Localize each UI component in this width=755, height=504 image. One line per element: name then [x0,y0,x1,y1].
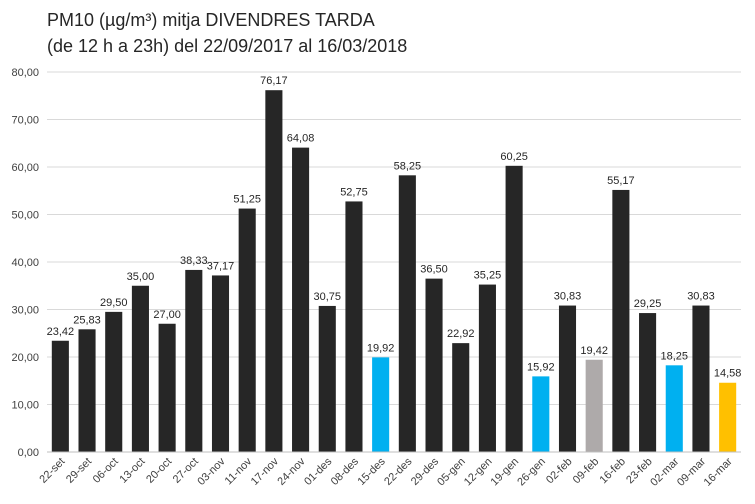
x-tick-label: 19-gen [489,456,522,489]
bar [78,329,96,452]
x-tick-label: 29-des [409,455,442,488]
data-label: 25,83 [73,314,101,326]
y-tick-label: 40,00 [11,257,39,269]
x-tick-label: 08-des [329,455,362,488]
x-tick-label: 22-des [382,455,415,488]
bar [105,311,123,452]
bar [692,305,710,452]
data-label: 29,25 [634,298,662,310]
data-label: 29,50 [100,297,128,309]
data-label: 30,75 [314,291,342,303]
x-tick-label: 09-mar [675,455,708,488]
x-tick-label: 16-mar [702,455,735,488]
y-tick-label: 20,00 [11,352,39,364]
y-tick-label: 30,00 [11,305,39,317]
y-tick-label: 80,00 [11,67,39,79]
bar [425,278,443,452]
bar [505,165,523,452]
bar [639,313,657,452]
y-tick-label: 70,00 [11,115,39,127]
chart-title-line-2: (de 12 h a 23h) del 22/09/2017 al 16/03/… [47,36,408,56]
x-tick-label: 17-nov [249,455,282,488]
data-label: 76,17 [260,75,288,87]
data-label: 37,17 [207,260,235,272]
y-tick-label: 60,00 [11,162,39,174]
data-label: 35,00 [127,271,155,283]
x-tick-label: 02-feb [544,456,575,487]
bar [185,269,203,452]
x-tick-label: 20-oct [144,456,174,486]
data-label: 23,42 [47,326,75,338]
x-tick-label: 26-gen [515,456,548,489]
data-label: 18,25 [661,350,689,362]
data-label: 30,83 [554,291,582,303]
x-tick-label: 02-mar [648,455,681,488]
bar [318,305,336,452]
data-label: 35,25 [474,270,502,282]
y-tick-label: 50,00 [11,210,39,222]
data-label: 60,25 [500,151,528,163]
data-label: 36,50 [420,264,448,276]
x-tick-label: 09-feb [571,456,602,487]
bar [478,284,496,452]
x-tick-label: 29-set [64,456,94,486]
data-label: 52,75 [340,186,368,198]
bar [211,275,230,452]
bar [292,147,310,452]
bar [398,175,416,452]
bar [51,340,69,452]
bar [532,376,550,452]
bar [585,359,603,452]
data-label: 64,08 [287,133,315,145]
data-label: 30,83 [687,291,715,303]
x-tick-label: 13-oct [117,456,147,486]
bar [665,365,683,452]
data-label: 22,92 [447,328,475,340]
data-label: 14,58 [714,368,742,380]
data-label: 19,92 [367,342,395,354]
bar [719,382,737,452]
y-tick-label: 0,00 [18,447,39,459]
bar [158,323,176,452]
data-label: 19,42 [580,345,608,357]
bar [612,189,630,452]
bar [345,201,363,452]
x-tick-label: 05-gen [435,456,468,489]
x-tick-label: 01-des [302,455,335,488]
x-tick-label: 16-feb [597,456,628,487]
x-tick-label: 06-oct [91,456,121,486]
data-label: 27,00 [153,309,181,321]
bar [131,285,149,452]
data-label: 58,25 [394,160,422,172]
bar [265,90,283,452]
x-tick-label: 22-set [37,456,67,486]
bar [452,343,470,452]
x-tick-label: 12-gen [462,456,495,489]
x-tick-label: 15-des [356,455,389,488]
bar [558,305,577,452]
bar [372,357,390,452]
data-label: 15,92 [527,361,555,373]
bar [238,208,256,452]
x-tick-label: 24-nov [275,455,308,488]
x-tick-label: 11-nov [223,455,255,487]
x-tick-label: 03-nov [195,455,228,488]
y-tick-label: 10,00 [11,400,39,412]
chart-title-line-1: PM10 (µg/m³) mitja DIVENDRES TARDA [47,10,375,30]
data-label: 55,17 [607,175,635,187]
data-label: 51,25 [233,194,261,206]
data-label: 38,33 [180,255,208,267]
